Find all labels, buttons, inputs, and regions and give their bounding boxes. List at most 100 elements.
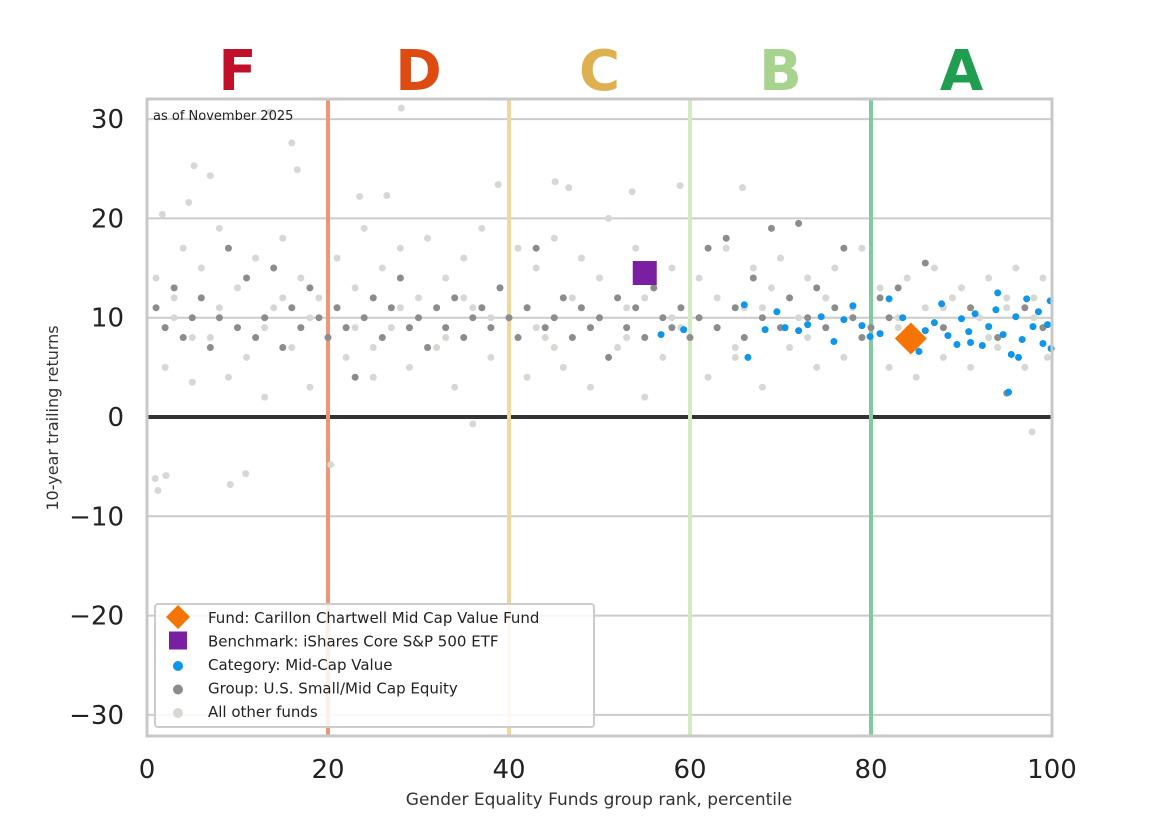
group-point [433,304,441,312]
category-point [999,331,1007,339]
group-point [722,234,730,242]
category-point [1029,323,1037,331]
group-point [532,244,540,252]
group-point [541,324,549,332]
all-other-funds-point [632,244,640,252]
y-axis-label: 10-year trailing returns [43,325,62,510]
all-other-funds-point [242,470,250,478]
all-other-funds-point [1043,353,1051,361]
legend-label: All other funds [208,703,318,721]
group-point [179,334,187,342]
all-other-funds-point [676,182,684,190]
all-other-funds-point [1003,304,1011,312]
group-point [424,343,432,351]
all-other-funds-point [903,274,911,282]
all-other-funds-point [179,244,187,252]
group-point [731,304,739,312]
all-other-funds-point [424,234,432,242]
category-point [830,338,838,346]
group-point [596,314,603,322]
all-other-funds-point [738,184,746,192]
all-other-funds-point [804,274,812,282]
all-other-funds-point [596,274,603,282]
all-other-funds-point [170,314,178,322]
all-other-funds-point [795,314,803,322]
group-point [333,304,341,312]
all-other-funds-point [813,363,821,371]
group-point [614,294,622,302]
all-other-funds-point [451,383,459,391]
all-other-funds-point [356,193,364,201]
all-other-funds-point [243,353,251,361]
all-other-funds-point [551,178,559,186]
all-other-funds-point [623,334,631,342]
group-point [867,324,875,332]
grade-label-a: A [940,39,984,104]
all-other-funds-point [487,353,495,361]
group-point [840,244,848,252]
group-point [749,274,757,282]
group-point [152,304,160,312]
group-point [243,274,251,282]
all-other-funds-point [226,481,234,489]
category-point [657,331,665,339]
category-point [761,326,769,334]
group-point [786,294,794,302]
group-point [369,294,377,302]
group-point [686,334,694,342]
all-other-funds-point [469,304,477,312]
legend-label: Group: U.S. Small/Mid Cap Equity [208,680,458,698]
all-other-funds-point [378,264,386,272]
group-point [252,334,260,342]
group-point [360,314,368,322]
all-other-funds-point [161,363,169,371]
all-other-funds-point [641,294,649,302]
all-other-funds-point [387,324,395,332]
group-point [967,304,975,312]
category-point [1034,308,1042,316]
all-other-funds-point [188,378,196,386]
category-point [971,310,979,318]
category-point [849,302,857,310]
group-point [523,304,531,312]
group-point [378,334,386,342]
group-point [695,314,703,322]
all-other-funds-point [188,334,196,342]
all-other-funds-point [397,104,405,112]
group-point [405,324,413,332]
all-other-funds-point [894,324,902,332]
group-point [197,294,205,302]
all-other-funds-point [185,199,193,207]
group-point [234,324,241,332]
all-other-funds-point [170,294,178,302]
all-other-funds-point [405,363,413,371]
all-other-funds-point [786,343,794,351]
category-point [953,341,961,349]
category-point [994,289,1002,297]
all-other-funds-point [550,234,558,242]
group-point [740,334,748,342]
all-other-funds-point [433,343,441,351]
all-other-funds-point [948,294,956,302]
group-point [442,324,450,332]
all-other-funds-point [197,264,205,272]
all-other-funds-point [985,274,993,282]
group-point [261,314,269,322]
group-point [659,314,667,322]
all-other-funds-point [234,284,241,292]
y-tick-label: 30 [91,105,124,135]
group-point [351,373,359,381]
all-other-funds-point [758,304,766,312]
y-tick-label: 0 [107,403,124,433]
legend-square-icon [169,631,187,650]
all-other-funds-point [154,486,162,494]
category-point [744,353,752,361]
all-other-funds-point [930,264,938,272]
category-point [938,300,946,308]
all-other-funds-point [713,294,721,302]
group-point [650,284,658,292]
category-point [885,295,893,303]
all-other-funds-point [1039,274,1047,282]
